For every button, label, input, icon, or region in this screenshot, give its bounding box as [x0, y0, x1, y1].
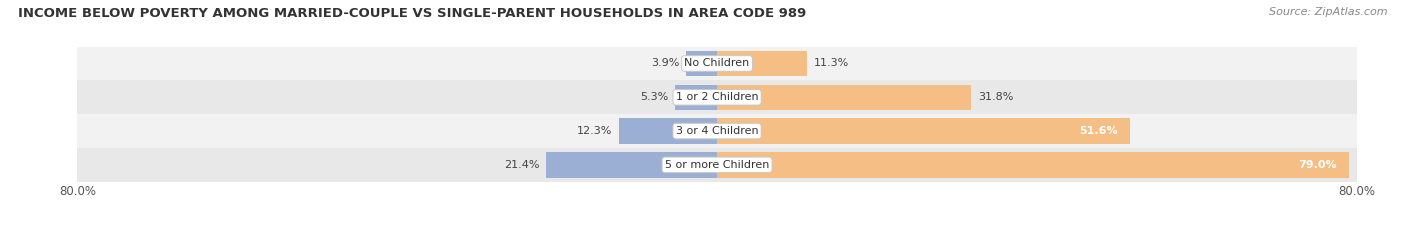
Text: 5 or more Children: 5 or more Children: [665, 160, 769, 170]
Text: 1 or 2 Children: 1 or 2 Children: [676, 92, 758, 102]
Bar: [77, 114, 1357, 148]
Bar: [77, 148, 1357, 182]
Bar: [675, 85, 717, 110]
Bar: [77, 47, 1357, 80]
Text: 3 or 4 Children: 3 or 4 Children: [676, 126, 758, 136]
Bar: [717, 118, 1129, 144]
Bar: [546, 152, 717, 178]
Text: 5.3%: 5.3%: [640, 92, 668, 102]
Bar: [717, 85, 972, 110]
Bar: [717, 152, 1348, 178]
Bar: [77, 80, 1357, 114]
Text: 12.3%: 12.3%: [576, 126, 612, 136]
Text: 3.9%: 3.9%: [651, 58, 679, 69]
Text: 31.8%: 31.8%: [977, 92, 1014, 102]
Text: 51.6%: 51.6%: [1078, 126, 1118, 136]
Text: 79.0%: 79.0%: [1298, 160, 1337, 170]
Text: INCOME BELOW POVERTY AMONG MARRIED-COUPLE VS SINGLE-PARENT HOUSEHOLDS IN AREA CO: INCOME BELOW POVERTY AMONG MARRIED-COUPL…: [18, 7, 807, 20]
Text: 21.4%: 21.4%: [503, 160, 540, 170]
Text: 11.3%: 11.3%: [814, 58, 849, 69]
Bar: [717, 51, 807, 76]
Bar: [619, 118, 717, 144]
Text: Source: ZipAtlas.com: Source: ZipAtlas.com: [1270, 7, 1388, 17]
Text: No Children: No Children: [685, 58, 749, 69]
Bar: [686, 51, 717, 76]
